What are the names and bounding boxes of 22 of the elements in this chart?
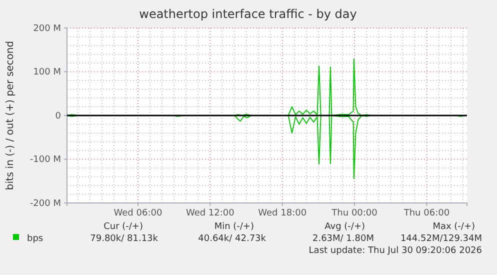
text: Max (-/+): [432, 222, 475, 232]
text: 79.80k/ 81.13k: [90, 234, 159, 244]
x-tick-label: Wed 12:00: [186, 208, 235, 218]
legend-label: bps: [27, 234, 44, 244]
text: Min (-/+): [214, 222, 254, 232]
x-tick-label: Thu 06:00: [402, 208, 450, 218]
y-tick-label: -200 M: [30, 198, 61, 209]
text: 40.64k/ 42.73k: [198, 234, 267, 244]
chart-title: weathertop interface traffic - by day: [139, 7, 357, 21]
text: Last update: Thu Jul 30 09:20:06 2026: [308, 246, 482, 256]
x-tick-label: Wed 06:00: [114, 208, 162, 218]
text: Avg (-/+): [324, 222, 365, 232]
text: Cur (-/+): [104, 222, 143, 232]
text: 144.52M/129.34M: [400, 234, 482, 244]
y-tick-label: 0: [55, 111, 62, 122]
y-tick-label: 200 M: [33, 24, 61, 34]
y-tick-label: -100 M: [30, 155, 61, 166]
x-tick-label: Thu 00:00: [330, 208, 378, 218]
text: 2.63M/ 1.80M: [312, 234, 374, 244]
y-tick-label: 100 M: [33, 68, 61, 78]
y-axis-title: bits in (-) / out (+) per second: [5, 40, 16, 190]
x-tick-label: Wed 18:00: [258, 208, 307, 218]
